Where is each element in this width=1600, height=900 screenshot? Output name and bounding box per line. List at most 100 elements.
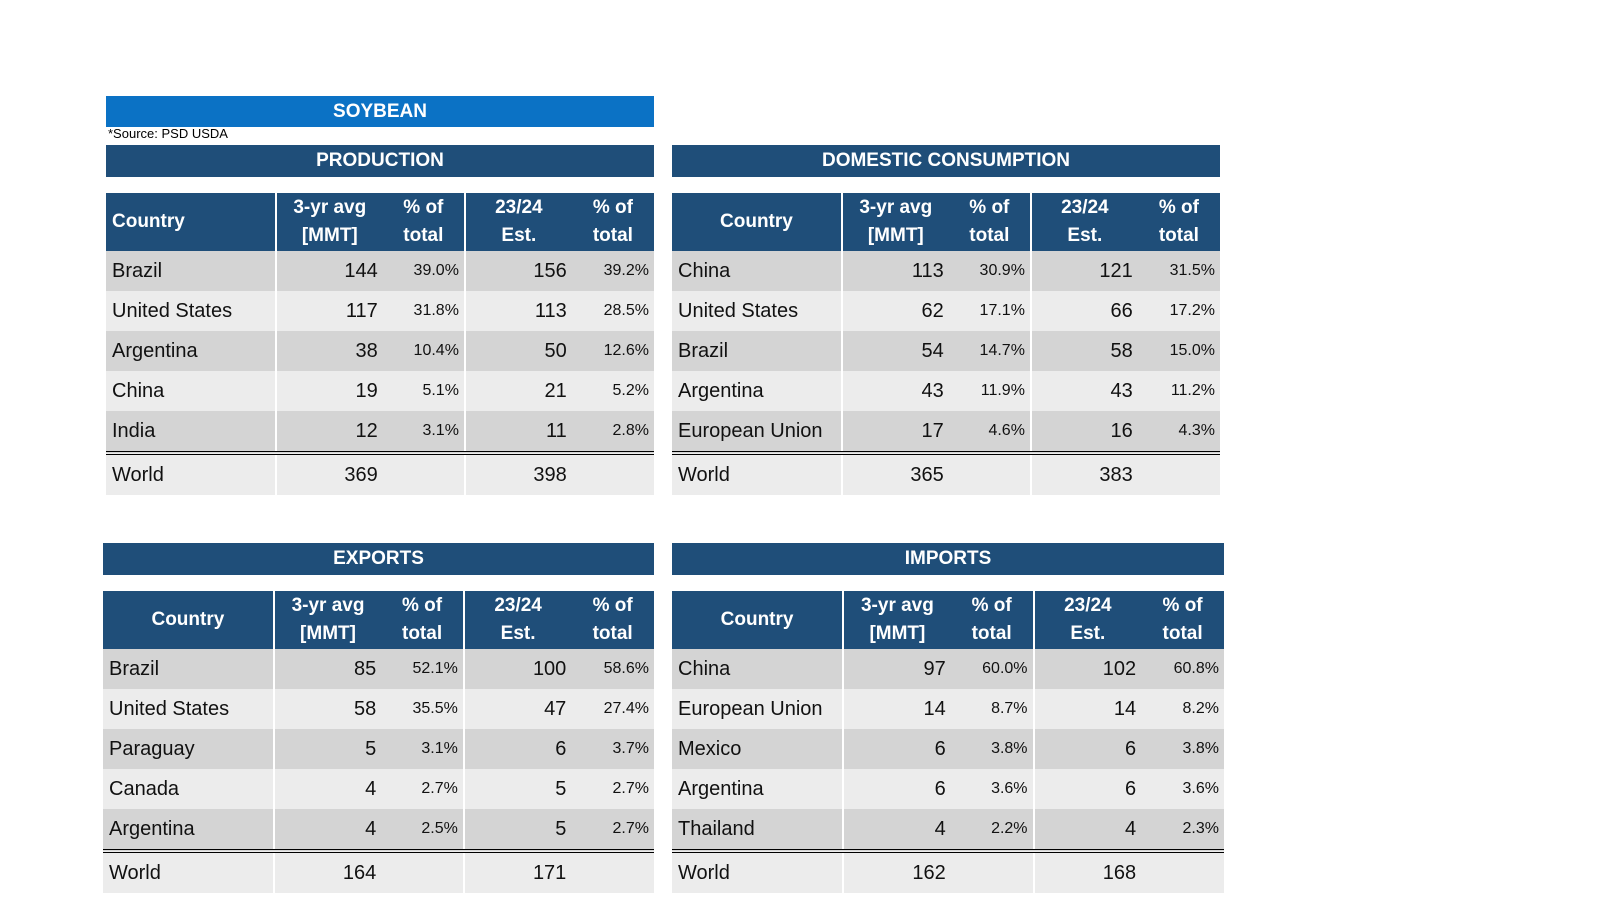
est-cell: 6 <box>1033 729 1142 769</box>
country-cell: Thailand <box>672 809 845 851</box>
col-est: 23/24 Est. <box>464 193 572 251</box>
imports-table: Country 3-yr avg [MMT] % of total 23/24 Est. % … <box>672 591 1224 893</box>
production-table: Country 3-yr avg [MMT] % of total 23/24 Est. % … <box>106 193 654 495</box>
col-avg-pct: % of total <box>381 591 465 649</box>
est-cell: 66 <box>1030 291 1138 331</box>
col-country-label: Country <box>112 211 185 232</box>
est-cell: 6 <box>1033 769 1142 809</box>
est-pct-cell: 11.2% <box>1137 371 1220 411</box>
col-avg-pct: % of total <box>382 193 466 251</box>
country-cell: China <box>672 251 843 291</box>
col-est-pct: % of total <box>1141 591 1224 649</box>
avg-pct-cell: 17.1% <box>948 291 1032 331</box>
col-est-pct: % of total <box>571 193 654 251</box>
country-cell: United States <box>103 689 275 729</box>
source-note: *Source: PSD USDA <box>108 126 228 141</box>
est-cell: 58 <box>1030 331 1138 371</box>
imports-heading: IMPORTS <box>672 543 1224 575</box>
est-cell: 4 <box>1033 809 1142 851</box>
col-pct-line1: % of <box>1158 197 1199 218</box>
est-pct-cell: 3.8% <box>1141 729 1224 769</box>
table-row: Argentina 43 11.9% 43 11.2% <box>672 371 1220 411</box>
avg-cell: 144 <box>275 251 383 291</box>
avg-pct-cell: 2.5% <box>381 809 465 851</box>
world-label: World <box>672 451 843 495</box>
world-est-cell: 171 <box>463 849 572 893</box>
avg-pct-cell: 4.6% <box>948 411 1032 453</box>
est-pct-cell: 2.7% <box>571 769 654 809</box>
avg-cell: 19 <box>275 371 383 411</box>
country-cell: Paraguay <box>103 729 275 769</box>
avg-cell: 38 <box>275 331 383 371</box>
col-country-label: Country <box>720 211 793 232</box>
header-row: Country 3-yr avg [MMT] % of total 23/24 Est. % … <box>103 591 654 649</box>
est-cell: 156 <box>464 251 572 291</box>
est-pct-cell: 3.6% <box>1141 769 1224 809</box>
avg-cell: 54 <box>841 331 949 371</box>
table-row: Argentina 4 2.5% 5 2.7% <box>103 809 654 851</box>
avg-pct-cell: 31.8% <box>382 291 466 331</box>
col-avg-line1: 3-yr avg <box>860 595 934 616</box>
country-cell: Argentina <box>672 371 843 411</box>
est-cell: 6 <box>463 729 572 769</box>
world-label: World <box>106 451 277 495</box>
production-heading: PRODUCTION <box>106 145 654 177</box>
col-pct-line1: % of <box>1162 595 1203 616</box>
avg-pct-cell: 2.7% <box>381 769 465 809</box>
table-row: United States 62 17.1% 66 17.2% <box>672 291 1220 331</box>
avg-cell: 4 <box>273 809 382 851</box>
avg-cell: 85 <box>273 649 382 689</box>
table-row: Thailand 4 2.2% 4 2.3% <box>672 809 1224 851</box>
col-avg-line2: [MMT] <box>300 623 356 644</box>
world-avg-cell: 369 <box>275 451 383 495</box>
consumption-heading: DOMESTIC CONSUMPTION <box>672 145 1220 177</box>
col-est-line2: Est. <box>1070 623 1106 644</box>
world-est-cell: 383 <box>1030 451 1138 495</box>
exports-heading: EXPORTS <box>103 543 654 575</box>
avg-pct-cell: 10.4% <box>382 331 466 371</box>
exports-table: Country 3-yr avg [MMT] % of total 23/24 Est. % … <box>103 591 654 893</box>
country-cell: United States <box>106 291 277 331</box>
est-cell: 121 <box>1030 251 1138 291</box>
country-cell: Mexico <box>672 729 845 769</box>
table-row: China 97 60.0% 102 60.8% <box>672 649 1224 689</box>
avg-cell: 97 <box>843 649 951 689</box>
table-row: Paraguay 5 3.1% 6 3.7% <box>103 729 654 769</box>
country-cell: Brazil <box>106 251 277 291</box>
world-avg-cell: 164 <box>273 849 382 893</box>
avg-cell: 62 <box>841 291 949 331</box>
est-cell: 102 <box>1033 649 1142 689</box>
est-pct-cell: 4.3% <box>1137 411 1220 453</box>
est-cell: 113 <box>464 291 572 331</box>
col-avg-line1: 3-yr avg <box>859 197 933 218</box>
exports-block: EXPORTS Country 3-yr avg [MMT] % of total 23/2… <box>103 543 654 893</box>
est-cell: 5 <box>463 769 572 809</box>
col-country: Country <box>103 591 275 649</box>
est-cell: 43 <box>1030 371 1138 411</box>
avg-pct-cell: 52.1% <box>381 649 465 689</box>
est-pct-cell: 60.8% <box>1141 649 1224 689</box>
world-est-pct-cell <box>571 451 654 495</box>
col-pct-line1: % of <box>403 197 444 218</box>
col-avg-pct: % of total <box>950 591 1035 649</box>
avg-pct-cell: 3.8% <box>950 729 1035 769</box>
est-pct-cell: 2.7% <box>571 809 654 851</box>
world-avg-pct-cell <box>948 451 1032 495</box>
imports-block: IMPORTS Country 3-yr avg [MMT] % of total 23/2… <box>672 543 1224 893</box>
col-pct-line2: total <box>592 225 633 246</box>
avg-pct-cell: 3.1% <box>381 729 465 769</box>
avg-pct-cell: 39.0% <box>382 251 466 291</box>
col-avg-line2: [MMT] <box>301 225 358 246</box>
est-pct-cell: 2.3% <box>1141 809 1224 851</box>
est-pct-cell: 8.2% <box>1141 689 1224 729</box>
avg-pct-cell: 14.7% <box>948 331 1032 371</box>
col-pct-line2: total <box>592 623 633 644</box>
col-est-line1: 23/24 <box>494 595 542 616</box>
col-est-line2: Est. <box>500 623 536 644</box>
country-cell: China <box>672 649 845 689</box>
est-cell: 21 <box>464 371 572 411</box>
col-est: 23/24 Est. <box>1030 193 1138 251</box>
col-3yr-avg: 3-yr avg [MMT] <box>275 193 383 251</box>
table-row: Canada 4 2.7% 5 2.7% <box>103 769 654 809</box>
table-row: Argentina 6 3.6% 6 3.6% <box>672 769 1224 809</box>
